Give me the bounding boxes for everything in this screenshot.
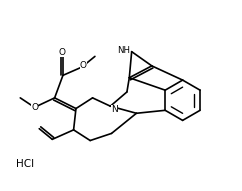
Text: O: O [80,61,87,70]
Text: HCl: HCl [15,159,34,169]
Text: O: O [59,48,66,57]
Text: N: N [111,104,118,113]
Text: O: O [31,103,38,112]
Text: NH: NH [117,46,130,55]
